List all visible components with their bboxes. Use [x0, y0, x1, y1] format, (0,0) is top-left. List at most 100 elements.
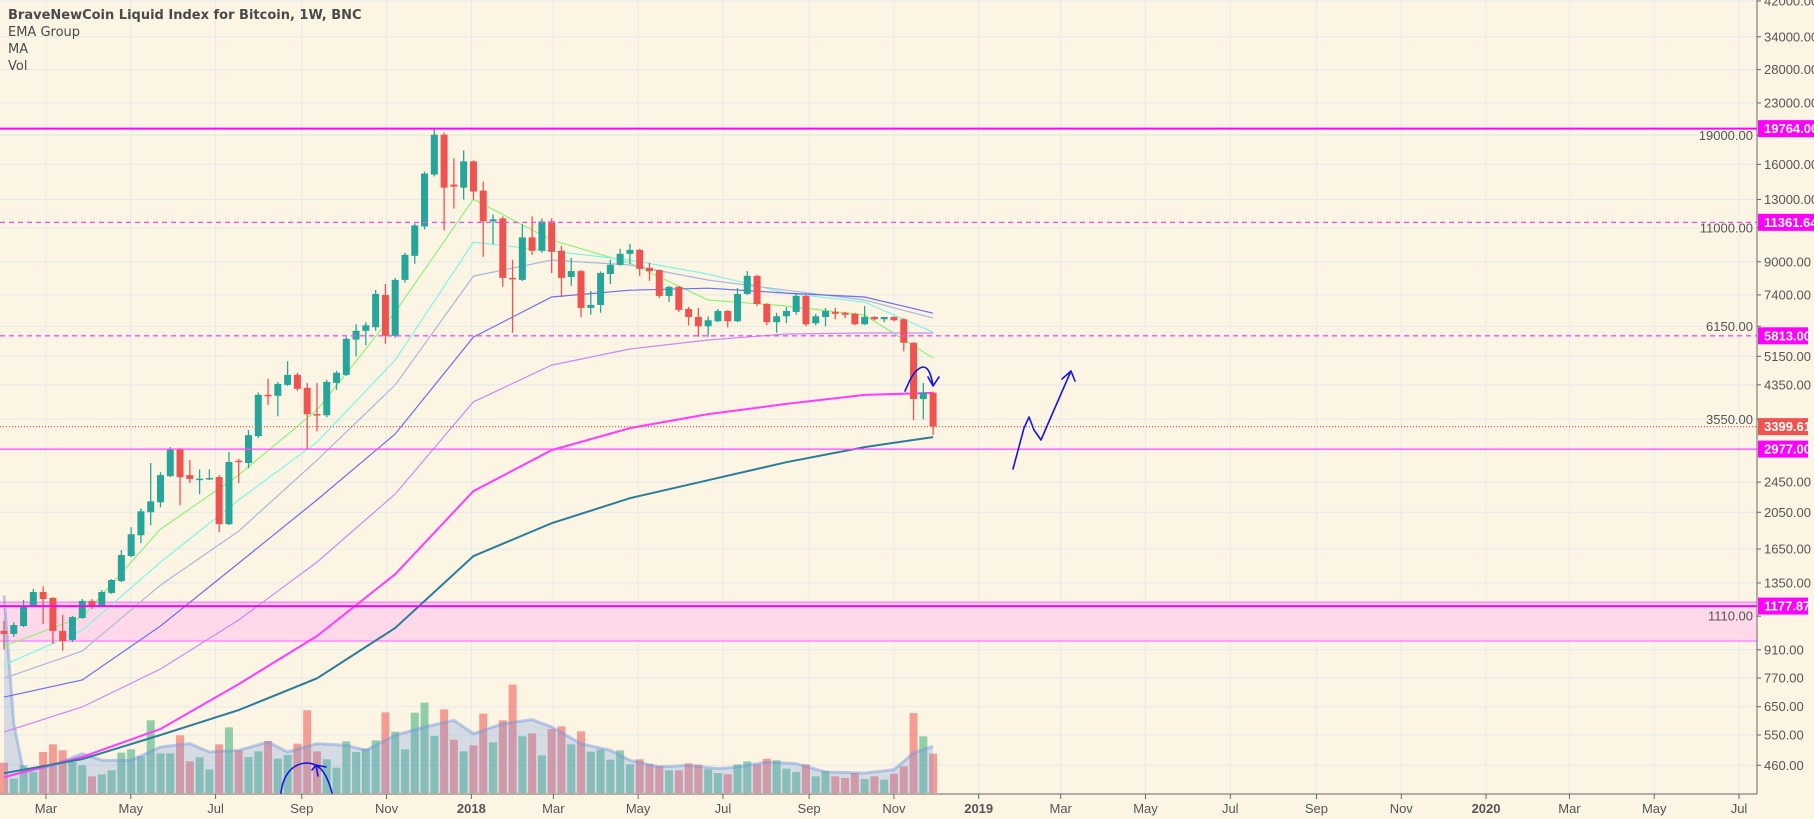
- volume-bar: [195, 757, 204, 793]
- candle-body: [518, 237, 526, 280]
- volume-ma-area: [4, 595, 934, 793]
- candle: [333, 370, 341, 390]
- volume-bar: [929, 753, 938, 793]
- legend-ema-group[interactable]: EMA Group: [8, 25, 81, 40]
- candle-body: [0, 630, 8, 634]
- volume-bar: [381, 712, 390, 793]
- level-label-box: [1758, 327, 1808, 345]
- volume-bar: [880, 779, 889, 793]
- candle-body: [333, 372, 341, 383]
- candle: [655, 269, 663, 298]
- volume-bar: [97, 774, 106, 793]
- candle: [773, 312, 781, 333]
- candle-body: [567, 271, 575, 277]
- level-label: 5813.00: [1764, 328, 1811, 343]
- volume-bar: [792, 772, 801, 793]
- volume-bar: [665, 770, 674, 793]
- horizontal-levels[interactable]: [0, 127, 1757, 608]
- candle-body: [254, 394, 262, 437]
- arc-arrow-drawing-price[interactable]: [904, 366, 940, 392]
- zone-fill: [0, 602, 1757, 642]
- price-tick-label: 23000.00: [1764, 95, 1814, 110]
- candle-body: [127, 534, 135, 557]
- arc-arrow-drawing-volume[interactable]: [280, 762, 333, 794]
- candle: [557, 245, 565, 297]
- volume-bar: [577, 731, 586, 793]
- candle-body: [636, 249, 644, 269]
- candle-body: [117, 555, 125, 581]
- volume-bar: [273, 758, 282, 793]
- volume-bar: [420, 702, 429, 793]
- candle: [870, 316, 878, 321]
- candle: [469, 160, 477, 200]
- candle: [812, 313, 820, 326]
- candle-body: [274, 383, 282, 396]
- candle-body: [29, 591, 37, 607]
- volume-bar: [518, 736, 527, 793]
- volume-bar: [254, 751, 263, 793]
- price-tick-label: 4350.00: [1764, 377, 1811, 392]
- candle: [264, 378, 272, 405]
- zigzag-arrow-drawing[interactable]: [1012, 370, 1076, 470]
- volume-bar: [166, 753, 175, 793]
- volume-bar: [78, 765, 87, 793]
- volume-bar: [801, 764, 810, 793]
- legend-vol[interactable]: Vol: [8, 59, 28, 74]
- legend-ma[interactable]: MA: [8, 42, 29, 57]
- candle: [401, 252, 409, 283]
- time-tick-label: Mar: [35, 801, 58, 816]
- level-label-box: [1758, 440, 1808, 458]
- volume-bar: [68, 762, 77, 793]
- candle: [685, 306, 693, 326]
- candle: [636, 248, 644, 276]
- candle-body: [147, 501, 155, 513]
- candle: [626, 243, 634, 264]
- candle: [313, 382, 321, 432]
- volume-bar: [332, 767, 341, 793]
- candle-body: [225, 462, 233, 525]
- candle-body: [851, 313, 859, 325]
- candle: [665, 285, 673, 302]
- indicator-line: [3, 391, 934, 779]
- candle: [802, 294, 810, 327]
- candle: [59, 615, 67, 651]
- candle: [880, 316, 888, 323]
- candle-body: [919, 392, 927, 400]
- volume-bar: [625, 764, 634, 793]
- time-tick-label: Jul: [1222, 801, 1239, 816]
- volume-bar: [684, 763, 693, 793]
- candle-body: [763, 303, 771, 323]
- candle-body: [743, 275, 751, 294]
- time-tick-label: 2020: [1472, 801, 1501, 816]
- volume-bar: [440, 709, 449, 793]
- volume-bar: [0, 762, 8, 793]
- candle: [186, 460, 194, 484]
- support-zone: [0, 601, 1757, 642]
- volume-bar: [528, 733, 537, 793]
- candle: [890, 316, 898, 322]
- candle: [215, 475, 223, 533]
- drawings[interactable]: [280, 366, 1076, 794]
- volume-bar: [557, 726, 566, 793]
- price-axis[interactable]: 42000.00 34000.00 28000.00 23000.00 19000.00…: [1699, 0, 1814, 773]
- time-tick-label: Mar: [1050, 801, 1073, 816]
- candle: [509, 259, 517, 333]
- indicator-line: [3, 287, 934, 698]
- candle-body: [401, 254, 409, 280]
- volume-bar: [674, 770, 683, 793]
- volume-bar: [293, 743, 302, 793]
- candle-body: [548, 221, 556, 252]
- symbol-title[interactable]: BraveNewCoin Liquid Index for Bitcoin, 1…: [8, 8, 362, 23]
- volume-bar: [596, 749, 605, 793]
- volume-bar: [352, 752, 361, 793]
- candle-body: [509, 277, 517, 280]
- candle: [88, 599, 96, 610]
- volume-bar: [870, 776, 879, 793]
- candle: [117, 550, 125, 582]
- time-axis[interactable]: Mar May Jul Sep Nov 2018 Mar May Jul Sep Nov 2019 Ma…: [35, 794, 1748, 816]
- volume-bar: [733, 764, 742, 793]
- price-tick-label: 34000.00: [1764, 29, 1814, 44]
